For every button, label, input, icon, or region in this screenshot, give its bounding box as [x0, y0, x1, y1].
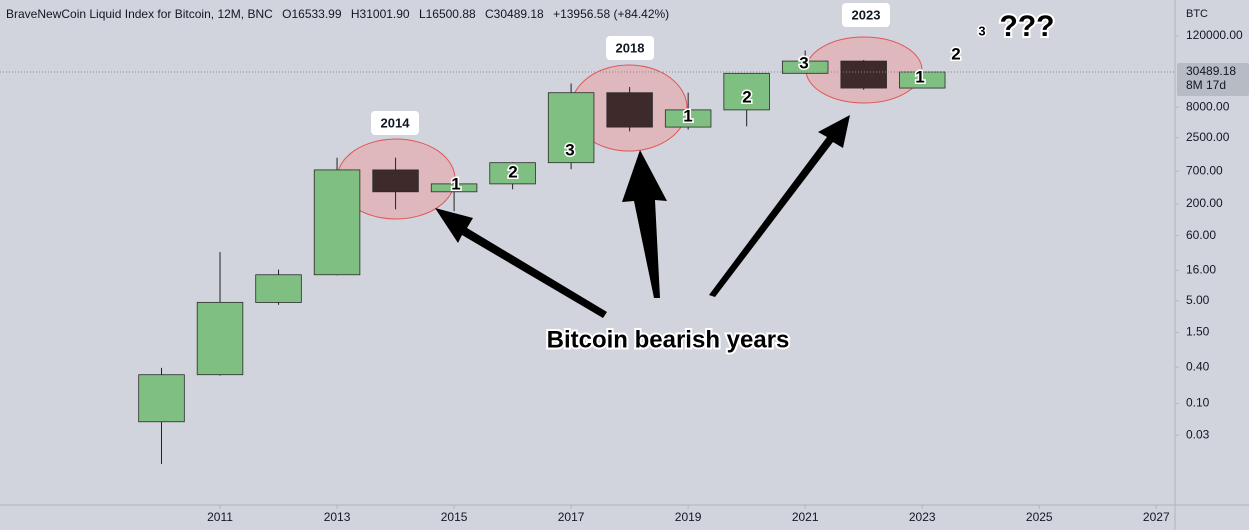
legend: BraveNewCoin Liquid Index for Bitcoin, 1…	[6, 7, 669, 21]
x-tick-label: 2025	[1026, 510, 1053, 524]
year-label-box	[371, 111, 419, 135]
candle-body	[430, 183, 478, 193]
question-label: ???	[1000, 10, 1055, 43]
y-tick-label: 120000.00	[1186, 28, 1243, 42]
arrow-group	[435, 115, 850, 318]
plot	[138, 50, 946, 465]
y-tick-label: 0.10	[1186, 396, 1210, 410]
candle-body	[372, 169, 419, 193]
legend-high: H31001.90	[351, 7, 410, 21]
year-label-box	[606, 36, 654, 60]
candle-body	[313, 169, 361, 276]
count-label: 3	[978, 23, 985, 38]
y-tick-label: 2500.00	[1186, 130, 1230, 144]
y-unit: BTC	[1186, 8, 1208, 20]
candle-body	[781, 60, 829, 74]
count-label: 1	[915, 67, 924, 86]
legend-open: O16533.99	[282, 7, 342, 21]
x-tick-label: 2021	[792, 510, 819, 524]
year-label: 2014	[381, 115, 411, 130]
count-label: 1	[683, 106, 692, 125]
y-tick-label: 5.00	[1186, 293, 1210, 307]
legend-change: +13956.58 (+84.42%)	[553, 7, 669, 21]
y-tick-label: 8000.00	[1186, 99, 1230, 113]
last-price-label: 30489.18	[1186, 64, 1236, 78]
count-label: 3	[799, 53, 808, 72]
x-tick-label: 2023	[909, 510, 936, 524]
count-label: 2	[508, 162, 517, 181]
arrow	[709, 115, 850, 297]
y-tick-label: 0.40	[1186, 359, 1210, 373]
y-tick-label: 0.03	[1186, 427, 1210, 441]
x-tick-label: 2013	[324, 510, 351, 524]
last-price-box	[1177, 62, 1249, 96]
legend-title: BraveNewCoin Liquid Index for Bitcoin, 1…	[6, 7, 273, 21]
candle-body	[255, 274, 302, 303]
candle-body	[196, 301, 244, 376]
count-label: 2	[742, 87, 751, 106]
candle-body	[489, 162, 536, 185]
y-tick-label: 60.00	[1186, 228, 1216, 242]
candle-body	[606, 92, 653, 128]
year-label: 2023	[852, 7, 881, 22]
arrow	[435, 208, 607, 318]
legend-close: C30489.18	[485, 7, 544, 21]
candle-body	[138, 374, 185, 423]
legend-low: L16500.88	[419, 7, 476, 21]
x-tick-label: 2015	[441, 510, 468, 524]
y-tick-label: 16.00	[1186, 262, 1216, 276]
x-tick-label: 2011	[207, 510, 233, 524]
x-tick-label: 2027	[1143, 510, 1170, 524]
count-label: 1	[451, 174, 460, 193]
count-label: 3	[565, 140, 574, 159]
count-label: 2	[951, 44, 960, 63]
arrow	[622, 150, 667, 298]
y-tick-label: 1.50	[1186, 325, 1210, 339]
x-tick-label: 2017	[558, 510, 585, 524]
y-tick-label: 700.00	[1186, 163, 1223, 177]
annotation-title: Bitcoin bearish years	[547, 326, 790, 353]
candle-body	[840, 60, 887, 89]
candle-body	[723, 72, 770, 111]
year-label-box	[842, 3, 890, 27]
candle-body	[898, 71, 946, 89]
countdown: 8M 17d	[1186, 78, 1226, 92]
y-tick-label: 200.00	[1186, 196, 1223, 210]
candle-body	[547, 92, 595, 164]
candle-body	[664, 109, 712, 128]
year-label: 2018	[616, 40, 645, 55]
x-tick-label: 2019	[675, 510, 702, 524]
